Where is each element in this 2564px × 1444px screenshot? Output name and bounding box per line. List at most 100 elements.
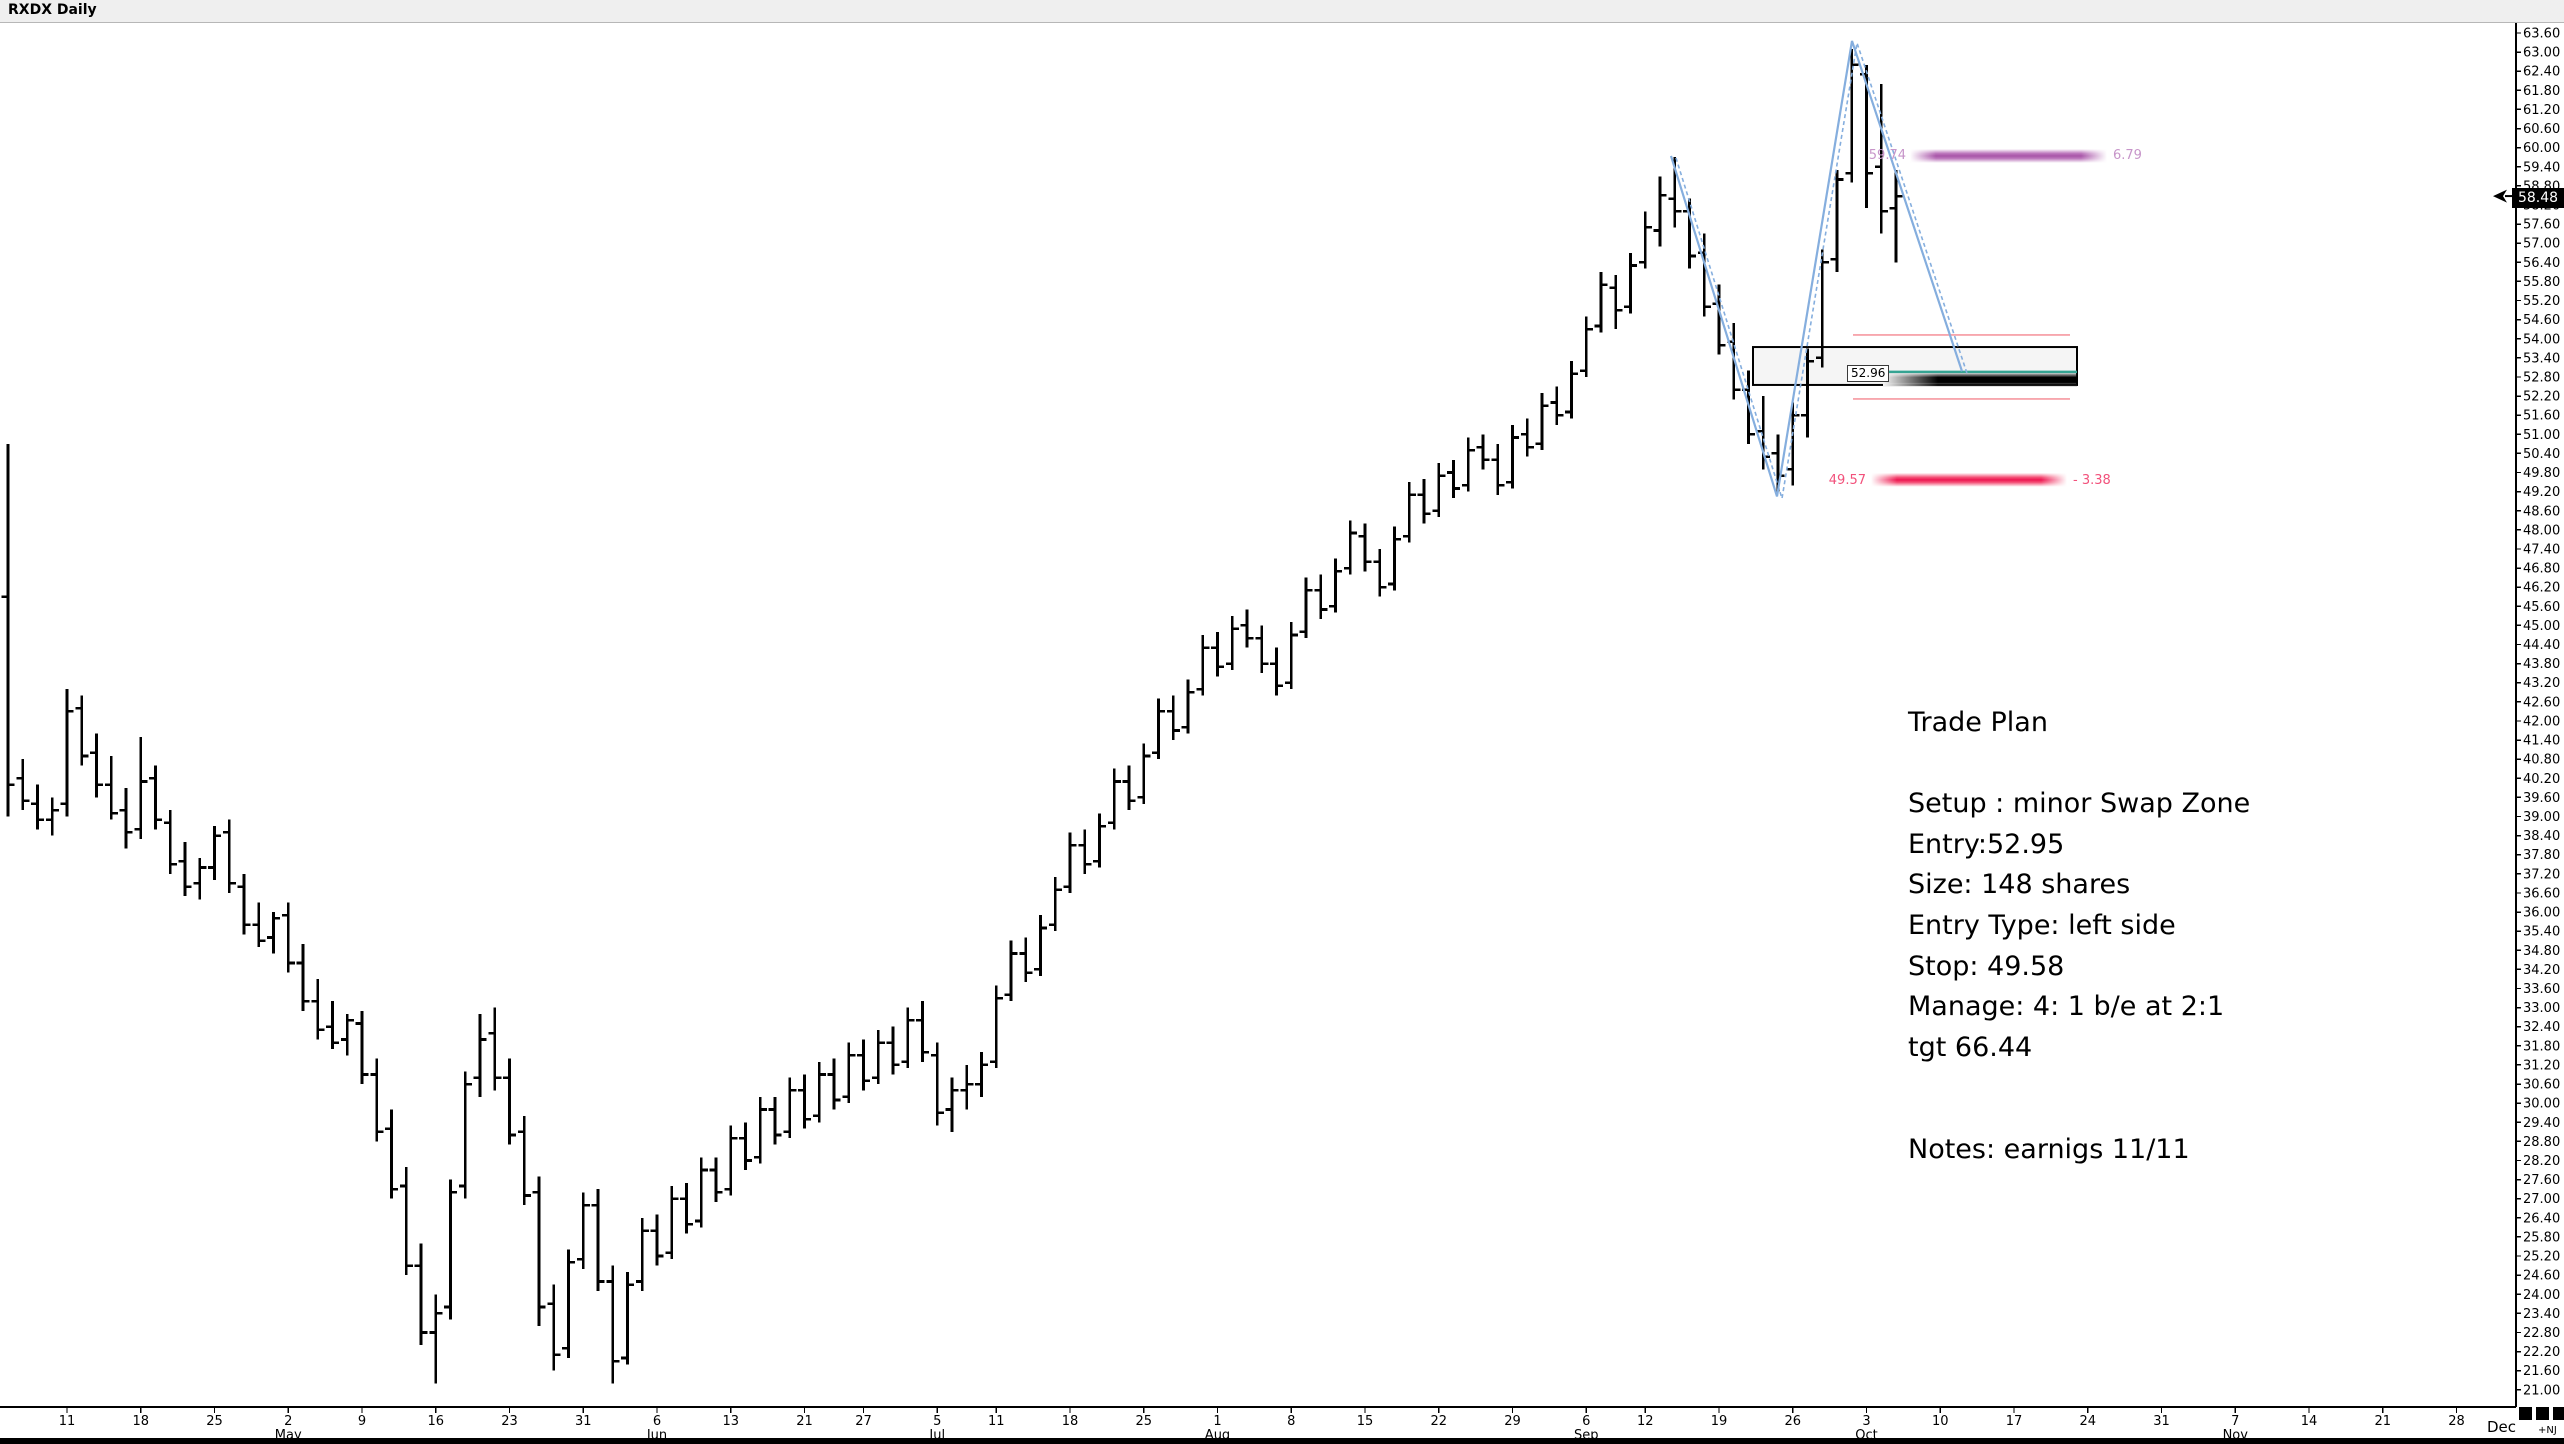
svg-text:61.80: 61.80	[2523, 84, 2560, 99]
svg-text:21.60: 21.60	[2523, 1364, 2560, 1379]
svg-text:33.60: 33.60	[2523, 982, 2560, 997]
svg-text:59.40: 59.40	[2523, 160, 2560, 175]
svg-text:47.40: 47.40	[2523, 542, 2560, 557]
svg-text:26: 26	[1784, 1414, 1801, 1429]
svg-text:51.60: 51.60	[2523, 409, 2560, 424]
svg-text:31: 31	[575, 1414, 592, 1429]
svg-text:35.40: 35.40	[2523, 925, 2560, 940]
svg-text:22.80: 22.80	[2523, 1326, 2560, 1341]
zigzag-line[interactable]	[1669, 40, 1968, 499]
svg-text:31.20: 31.20	[2523, 1058, 2560, 1073]
svg-text:5: 5	[933, 1414, 941, 1429]
svg-text:46.20: 46.20	[2523, 581, 2560, 596]
target-zone-value-label: 6.79	[2113, 148, 2142, 163]
svg-text:32.40: 32.40	[2523, 1020, 2560, 1035]
corner-button[interactable]	[2519, 1407, 2532, 1420]
svg-text:50.40: 50.40	[2523, 447, 2560, 462]
svg-text:63.60: 63.60	[2523, 27, 2560, 42]
svg-text:33.00: 33.00	[2523, 1001, 2560, 1016]
svg-text:54.00: 54.00	[2523, 332, 2560, 347]
svg-text:7: 7	[2231, 1414, 2239, 1429]
svg-text:42.60: 42.60	[2523, 695, 2560, 710]
svg-text:8: 8	[1287, 1414, 1295, 1429]
svg-text:40.20: 40.20	[2523, 772, 2560, 787]
svg-text:37.80: 37.80	[2523, 848, 2560, 863]
axes: 63.60 63.00 62.40 61.80 61.20 60.60 60.00 59.40…	[0, 22, 2560, 1443]
svg-text:13: 13	[722, 1414, 739, 1429]
trade-plan-spacer	[1908, 744, 2250, 785]
svg-text:25: 25	[206, 1414, 223, 1429]
svg-text:29: 29	[1504, 1414, 1521, 1429]
entry-swap-zone[interactable]	[1853, 370, 2077, 387]
svg-text:31: 31	[2153, 1414, 2170, 1429]
trade-plan-title: Trade Plan	[1908, 707, 2048, 738]
svg-text:3: 3	[1862, 1414, 1870, 1429]
svg-text:16: 16	[427, 1414, 444, 1429]
trade-plan: Trade Plan Setup : minor Swap Zone Entry…	[1908, 703, 2250, 1068]
svg-text:30.00: 30.00	[2523, 1097, 2560, 1112]
trade-plan-notes: Notes: earnigs 11/11	[1908, 1134, 2190, 1165]
svg-text:6: 6	[653, 1414, 661, 1429]
month-label-dec: Dec	[2487, 1418, 2517, 1436]
target-zone-price-label: 59.74	[1868, 148, 1906, 163]
svg-text:2: 2	[284, 1414, 292, 1429]
svg-text:22.20: 22.20	[2523, 1345, 2560, 1360]
svg-text:36.00: 36.00	[2523, 906, 2560, 921]
svg-text:11: 11	[988, 1414, 1005, 1429]
corner-button[interactable]	[2536, 1407, 2549, 1420]
trade-plan-line: Setup : minor Swap Zone	[1908, 788, 2251, 820]
svg-text:60.00: 60.00	[2523, 141, 2560, 156]
svg-text:31.80: 31.80	[2523, 1039, 2560, 1054]
svg-text:37.20: 37.20	[2523, 867, 2560, 882]
svg-text:52.80: 52.80	[2523, 370, 2560, 385]
svg-text:10: 10	[1932, 1414, 1949, 1429]
trade-plan-line: tgt 66.44	[1908, 1031, 2033, 1063]
svg-text:18: 18	[1062, 1414, 1079, 1429]
trade-plan-line: Stop: 49.58	[1908, 950, 2065, 982]
svg-text:28.20: 28.20	[2523, 1154, 2560, 1169]
platform-badge: +NJ	[2538, 1425, 2557, 1436]
svg-text:24.00: 24.00	[2523, 1288, 2560, 1303]
svg-text:25: 25	[1135, 1414, 1152, 1429]
stop-zone-value-label: - 3.38	[2073, 473, 2111, 488]
svg-text:15: 15	[1357, 1414, 1374, 1429]
window-title-bar[interactable]: RXDX Daily	[0, 0, 2564, 23]
svg-text:19: 19	[1711, 1414, 1728, 1429]
svg-text:1: 1	[1213, 1414, 1221, 1429]
trade-plan-line: Entry Type: left side	[1908, 909, 2176, 941]
svg-text:52.20: 52.20	[2523, 390, 2560, 405]
range-lines	[1853, 334, 2070, 400]
svg-text:51.00: 51.00	[2523, 428, 2560, 443]
svg-text:34.80: 34.80	[2523, 944, 2560, 959]
trade-plan-line: Size: 148 shares	[1908, 869, 2131, 901]
svg-text:48.60: 48.60	[2523, 504, 2560, 519]
price-zones[interactable]	[1871, 148, 2107, 487]
svg-text:45.60: 45.60	[2523, 600, 2560, 615]
svg-text:27.60: 27.60	[2523, 1173, 2560, 1188]
svg-text:27: 27	[855, 1414, 872, 1429]
svg-text:57.00: 57.00	[2523, 237, 2560, 252]
svg-text:61.20: 61.20	[2523, 103, 2560, 118]
svg-text:56.40: 56.40	[2523, 256, 2560, 271]
svg-text:29.40: 29.40	[2523, 1116, 2560, 1131]
price-bars	[1, 48, 1903, 1384]
svg-text:11: 11	[59, 1414, 76, 1429]
svg-text:43.20: 43.20	[2523, 676, 2560, 691]
trade-plan-line: Entry:52.95	[1908, 828, 2065, 860]
svg-text:62.40: 62.40	[2523, 65, 2560, 80]
svg-text:40.80: 40.80	[2523, 753, 2560, 768]
svg-text:17: 17	[2006, 1414, 2023, 1429]
corner-button[interactable]	[2553, 1407, 2564, 1420]
svg-text:49.20: 49.20	[2523, 485, 2560, 500]
svg-text:42.00: 42.00	[2523, 714, 2560, 729]
svg-text:21: 21	[796, 1414, 813, 1429]
svg-text:38.40: 38.40	[2523, 829, 2560, 844]
svg-text:63.00: 63.00	[2523, 46, 2560, 61]
svg-text:24: 24	[2079, 1414, 2096, 1429]
svg-text:28.80: 28.80	[2523, 1135, 2560, 1150]
svg-text:54.60: 54.60	[2523, 313, 2560, 328]
svg-text:45.00: 45.00	[2523, 619, 2560, 634]
entry-price-label[interactable]: 52.96	[1847, 365, 1890, 382]
